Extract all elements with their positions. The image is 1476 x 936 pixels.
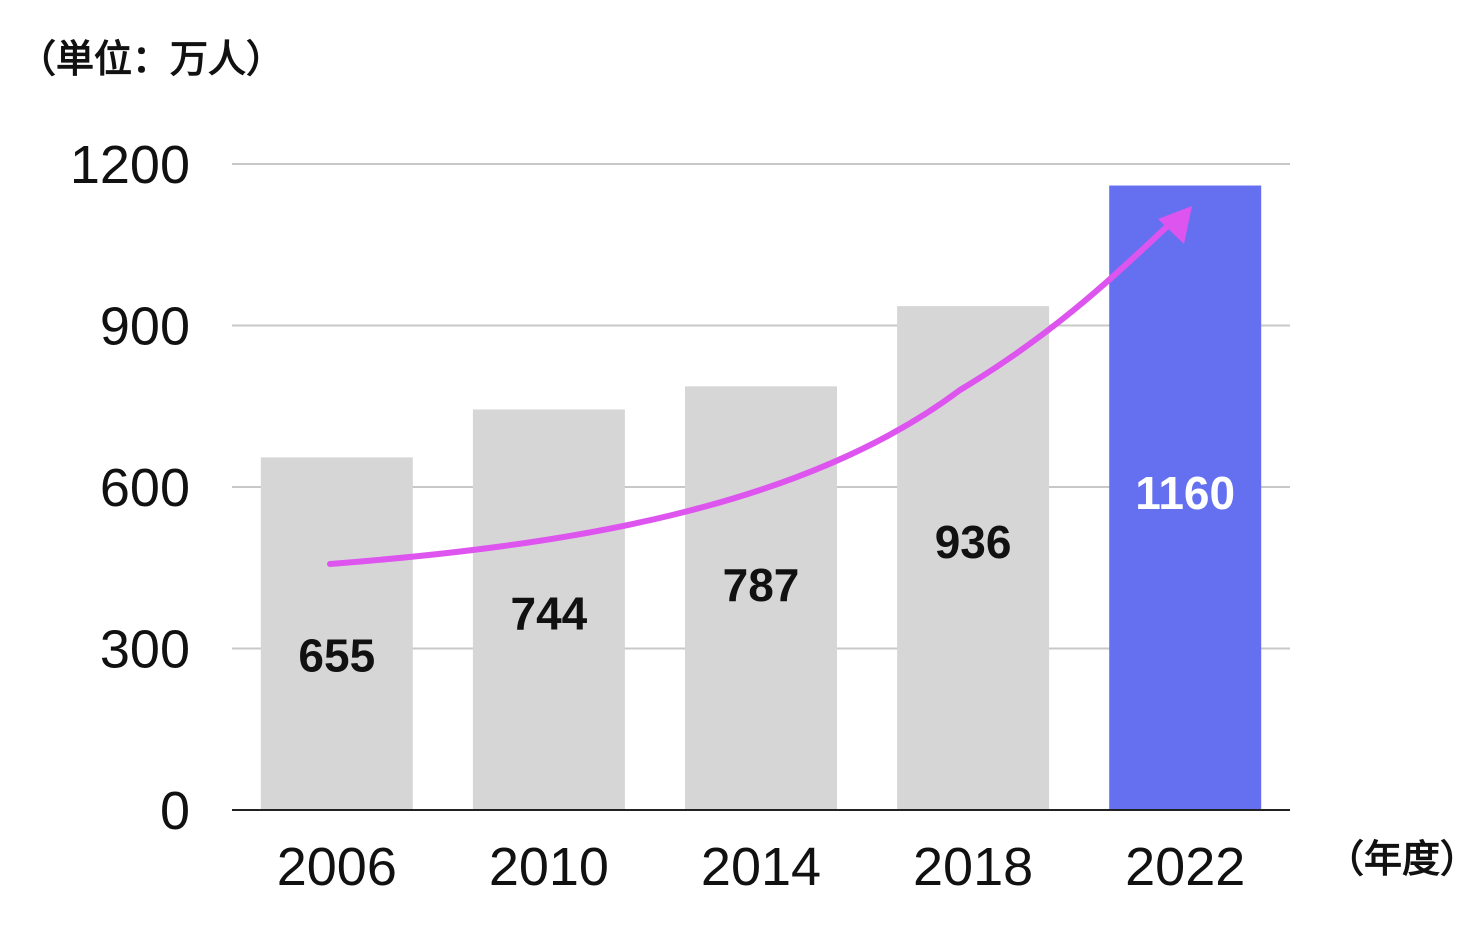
x-tick-label: 2018 — [913, 837, 1033, 897]
y-tick-label: 1200 — [70, 135, 190, 195]
bar-2014 — [685, 386, 837, 810]
bars — [260, 185, 1262, 811]
trend-arrow-curve — [327, 219, 1175, 567]
x-axis-ticks: 2006 2010 2014 2018 2022 — [277, 837, 1246, 897]
bar-2010 — [472, 409, 625, 810]
bar-2006 — [260, 457, 413, 810]
y-tick-label: 900 — [100, 297, 190, 357]
trend-arrow — [327, 206, 1192, 567]
bar-value-label: 787 — [723, 559, 800, 611]
y-tick-label: 600 — [100, 458, 190, 518]
bar-2022 — [1109, 185, 1262, 811]
y-tick-label: 300 — [100, 620, 190, 680]
bar-value-label: 655 — [298, 629, 375, 681]
y-axis-ticks: 0 300 600 900 1200 — [70, 135, 190, 841]
bar-2018 — [897, 306, 1050, 810]
x-tick-label: 2022 — [1125, 837, 1245, 897]
bar-value-label: 1160 — [1135, 467, 1235, 519]
bar-value-label: 936 — [935, 516, 1012, 568]
y-unit-label: （単位：万人） — [18, 37, 284, 81]
x-tick-label: 2006 — [277, 837, 397, 897]
x-tick-label: 2010 — [489, 837, 609, 897]
bar-value-labels: 655 744 787 936 1160 — [298, 467, 1235, 681]
y-tick-label: 0 — [160, 781, 190, 841]
trend-arrow-head — [1158, 206, 1192, 244]
x-tick-label: 2014 — [701, 837, 821, 897]
bar-value-label: 744 — [511, 588, 588, 640]
x-unit-label: （年度） — [1326, 837, 1476, 881]
